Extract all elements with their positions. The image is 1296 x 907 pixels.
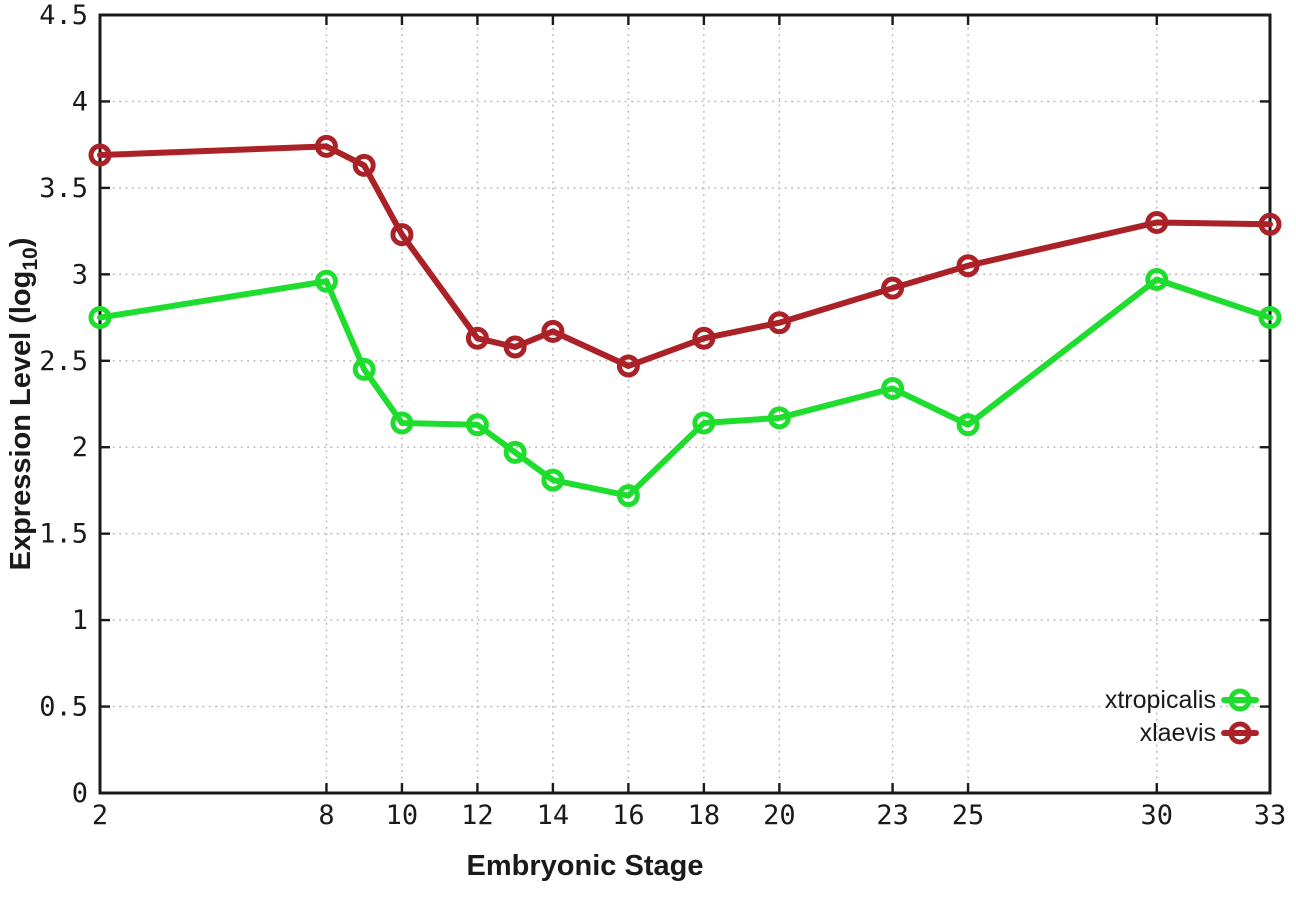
x-tick-label: 8 xyxy=(318,800,334,831)
data-point-xlaevis xyxy=(465,326,489,350)
data-point-xtropicalis xyxy=(314,269,338,293)
x-tick-label: 16 xyxy=(612,800,645,831)
x-tick-label: 2 xyxy=(92,800,108,831)
x-tick-label: 18 xyxy=(688,800,721,831)
y-axis-title: Expression Level (log10) xyxy=(5,238,42,571)
legend-label-xtropicalis: xtropicalis xyxy=(1105,686,1216,714)
data-point-xlaevis xyxy=(352,153,376,177)
data-point-xlaevis xyxy=(881,276,905,300)
y-tick-label: 0.5 xyxy=(39,692,88,723)
x-tick-label: 23 xyxy=(876,800,909,831)
data-point-xtropicalis xyxy=(1145,268,1169,292)
x-tick-label: 14 xyxy=(537,800,570,831)
data-point-xtropicalis xyxy=(1258,306,1282,330)
data-point-xtropicalis xyxy=(956,413,980,437)
data-point-xlaevis xyxy=(503,335,527,359)
data-point-xtropicalis xyxy=(88,306,112,330)
x-tick-label: 33 xyxy=(1254,800,1287,831)
data-point-xtropicalis xyxy=(767,406,791,430)
data-point-xlaevis xyxy=(1258,212,1282,236)
y-tick-label: 1.5 xyxy=(39,519,88,550)
y-tick-label: 2 xyxy=(72,432,88,463)
x-tick-label: 20 xyxy=(763,800,796,831)
data-point-xtropicalis xyxy=(881,376,905,400)
x-axis-title: Embryonic Stage xyxy=(467,850,704,882)
series-line-xlaevis xyxy=(97,143,1273,369)
legend-sample-marker-xlaevis xyxy=(1228,721,1252,745)
legend-label-xlaevis: xlaevis xyxy=(1140,719,1216,747)
data-point-xlaevis xyxy=(541,319,565,343)
data-point-xlaevis xyxy=(616,354,640,378)
y-tick-label: 3.5 xyxy=(39,173,88,204)
data-point-xtropicalis xyxy=(352,357,376,381)
y-tick-label: 4.5 xyxy=(39,0,88,31)
data-point-xtropicalis xyxy=(541,468,565,492)
data-point-xlaevis xyxy=(390,223,414,247)
data-point-xtropicalis xyxy=(616,484,640,508)
legend-sample-marker-xtropicalis xyxy=(1228,688,1252,712)
x-tick-label: 10 xyxy=(386,800,419,831)
x-tick-label: 12 xyxy=(461,800,494,831)
y-tick-label: 1 xyxy=(72,605,88,636)
data-point-xlaevis xyxy=(767,311,791,335)
data-point-xlaevis xyxy=(314,134,338,158)
data-point-xlaevis xyxy=(692,326,716,350)
x-tick-label: 25 xyxy=(952,800,985,831)
y-tick-label: 3 xyxy=(72,259,88,290)
data-point-xlaevis xyxy=(88,143,112,167)
x-tick-label: 30 xyxy=(1141,800,1174,831)
data-point-xlaevis xyxy=(956,254,980,278)
plot-border xyxy=(98,13,1272,795)
y-tick-label: 2.5 xyxy=(39,346,88,377)
data-point-xtropicalis xyxy=(390,411,414,435)
y-tick-label: 0 xyxy=(72,778,88,809)
data-point-xtropicalis xyxy=(503,440,527,464)
y-tick-label: 4 xyxy=(72,86,88,117)
data-point-xtropicalis xyxy=(465,413,489,437)
data-point-xtropicalis xyxy=(692,411,716,435)
data-point-xlaevis xyxy=(1145,210,1169,234)
